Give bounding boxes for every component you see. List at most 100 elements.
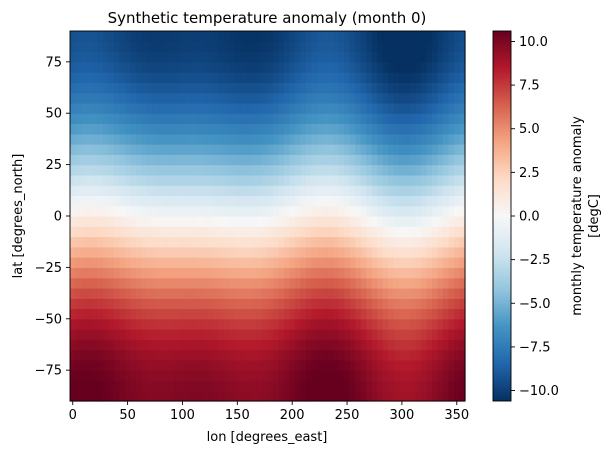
x-tick-label: 50	[119, 408, 136, 423]
heatmap-cell	[185, 41, 192, 53]
heatmap-cell	[278, 349, 285, 361]
heatmap-cell	[179, 123, 186, 135]
heatmap-cell	[256, 370, 263, 382]
heatmap-cell	[196, 195, 203, 207]
heatmap-cell	[360, 205, 367, 217]
heatmap-cell	[421, 92, 428, 104]
heatmap-cell	[229, 277, 236, 289]
heatmap-cell	[207, 277, 214, 289]
heatmap-cell	[327, 31, 334, 42]
heatmap-cell	[185, 31, 192, 42]
heatmap-cell	[349, 257, 356, 268]
heatmap-cell	[393, 257, 400, 268]
heatmap-cell	[300, 82, 307, 94]
heatmap-cell	[190, 339, 197, 351]
heatmap-cell	[278, 31, 285, 42]
heatmap-cell	[399, 308, 406, 320]
heatmap-cell	[207, 370, 214, 382]
heatmap-cell	[272, 164, 280, 176]
heatmap-cell	[404, 185, 411, 197]
heatmap-cell	[360, 339, 367, 351]
heatmap-cell	[124, 144, 131, 155]
heatmap-cell	[141, 205, 148, 217]
heatmap-cell	[278, 102, 285, 114]
heatmap-cell	[130, 133, 137, 145]
heatmap-cell	[80, 318, 88, 330]
heatmap-cell	[141, 123, 148, 135]
heatmap-cell	[393, 164, 400, 176]
heatmap-cell	[240, 370, 247, 382]
heatmap-cell	[311, 185, 318, 197]
heatmap-cell	[70, 359, 77, 371]
heatmap-cell	[448, 133, 455, 145]
heatmap-cell	[305, 205, 312, 217]
heatmap-cell	[196, 298, 203, 310]
heatmap-cell	[262, 174, 269, 186]
heatmap-cell	[179, 390, 186, 402]
heatmap-cell	[382, 51, 389, 63]
heatmap-cell	[130, 287, 137, 299]
heatmap-cell	[124, 185, 131, 197]
heatmap-cell	[382, 113, 389, 125]
heatmap-cell	[207, 318, 214, 330]
heatmap-cell	[86, 370, 93, 382]
heatmap-cell	[245, 51, 252, 63]
heatmap-cell	[459, 329, 466, 340]
heatmap-cell	[283, 318, 291, 330]
heatmap-cell	[404, 61, 411, 73]
heatmap-cell	[152, 113, 159, 125]
heatmap-cell	[393, 113, 400, 125]
heatmap-cell	[80, 51, 88, 63]
heatmap-cell	[218, 277, 225, 289]
heatmap-cell	[256, 164, 263, 176]
heatmap-cell	[262, 380, 269, 392]
heatmap-cell	[240, 185, 247, 197]
heatmap-cell	[234, 359, 241, 371]
heatmap-cell	[229, 123, 236, 135]
heatmap-cell	[168, 51, 175, 63]
heatmap-cell	[70, 370, 77, 382]
heatmap-cell	[108, 113, 115, 125]
heatmap-cell	[179, 267, 186, 279]
heatmap-cell	[240, 102, 247, 114]
heatmap-cell	[75, 318, 82, 330]
heatmap-cell	[448, 226, 455, 238]
heatmap-cell	[245, 133, 252, 145]
heatmap-cell	[410, 185, 417, 197]
heatmap-cell	[163, 31, 170, 42]
heatmap-cell	[157, 349, 164, 361]
heatmap-cell	[366, 51, 373, 63]
heatmap-cell	[448, 113, 455, 125]
heatmap-cell	[454, 133, 461, 145]
heatmap-cell	[382, 359, 389, 371]
heatmap-cell	[443, 339, 450, 351]
heatmap-cell	[382, 123, 389, 135]
heatmap-cell	[360, 359, 367, 371]
heatmap-cell	[201, 205, 208, 217]
heatmap-cell	[262, 31, 269, 42]
heatmap-cell	[305, 72, 312, 83]
heatmap-cell	[168, 287, 175, 299]
heatmap-cell	[97, 185, 104, 197]
heatmap-cell	[316, 154, 323, 166]
heatmap-cell	[256, 113, 263, 125]
heatmap-cell	[349, 226, 356, 238]
heatmap-cell	[426, 31, 433, 42]
heatmap-cell	[355, 349, 362, 361]
heatmap-cell	[108, 246, 115, 258]
heatmap-cell	[262, 370, 269, 382]
heatmap-cell	[234, 390, 241, 402]
heatmap-cell	[300, 174, 307, 186]
heatmap-cell	[294, 205, 302, 217]
heatmap-cell	[108, 41, 115, 53]
heatmap-cell	[454, 195, 461, 207]
heatmap-cell	[437, 195, 444, 207]
heatmap-cell	[443, 267, 450, 279]
heatmap-cell	[382, 216, 389, 227]
heatmap-cell	[70, 133, 77, 145]
heatmap-cell	[305, 236, 312, 248]
heatmap-cell	[371, 226, 378, 238]
heatmap-cell	[426, 318, 433, 330]
heatmap-cell	[141, 257, 148, 268]
heatmap-cell	[245, 102, 252, 114]
